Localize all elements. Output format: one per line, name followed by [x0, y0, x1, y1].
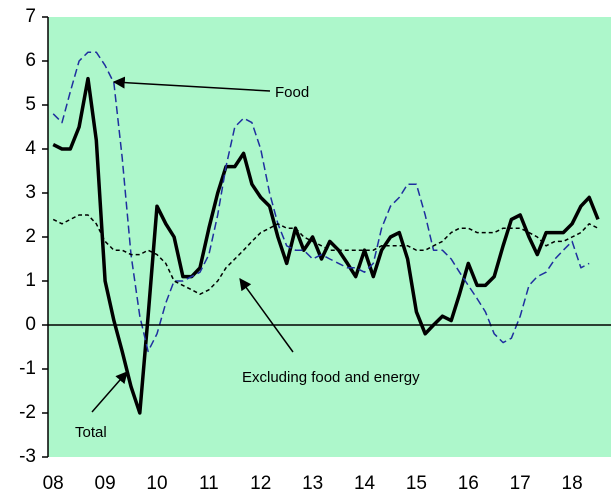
y-tick-label: 2 — [25, 226, 36, 247]
x-tick-label: 15 — [406, 473, 427, 494]
y-tick-label: 4 — [25, 138, 36, 159]
y-tick-label: 0 — [25, 314, 36, 335]
x-tick-label: 17 — [510, 473, 531, 494]
food-arrow — [112, 76, 271, 92]
y-tick-label: -1 — [19, 358, 36, 379]
x-tick-label: 11 — [199, 473, 219, 494]
x-tick-label: 16 — [458, 473, 479, 494]
series-line — [52, 214, 599, 295]
series-line — [52, 51, 590, 353]
y-tick-label: 6 — [25, 50, 36, 71]
total-arrow — [91, 371, 128, 413]
x-tick-label: 09 — [95, 473, 116, 494]
x-tick-label: 12 — [250, 473, 271, 494]
annotation: Total — [75, 424, 107, 441]
y-tick-label: -2 — [19, 402, 36, 423]
annotation: Excluding food and energy — [242, 369, 420, 386]
x-tick-label: 14 — [354, 473, 376, 494]
x-tick-label: 10 — [146, 473, 167, 494]
y-tick-label: -3 — [19, 446, 36, 467]
y-tick-label: 7 — [25, 6, 36, 27]
y-tick-label: 3 — [25, 182, 36, 203]
core-arrow — [239, 278, 294, 353]
y-tick-label: 5 — [25, 94, 36, 115]
annotation: Food — [275, 84, 309, 101]
x-tick-label: 08 — [43, 473, 64, 494]
series-line — [52, 76, 600, 415]
x-tick-label: 13 — [302, 473, 323, 494]
y-tick-label: 1 — [25, 270, 36, 291]
x-tick-label: 18 — [562, 473, 583, 494]
